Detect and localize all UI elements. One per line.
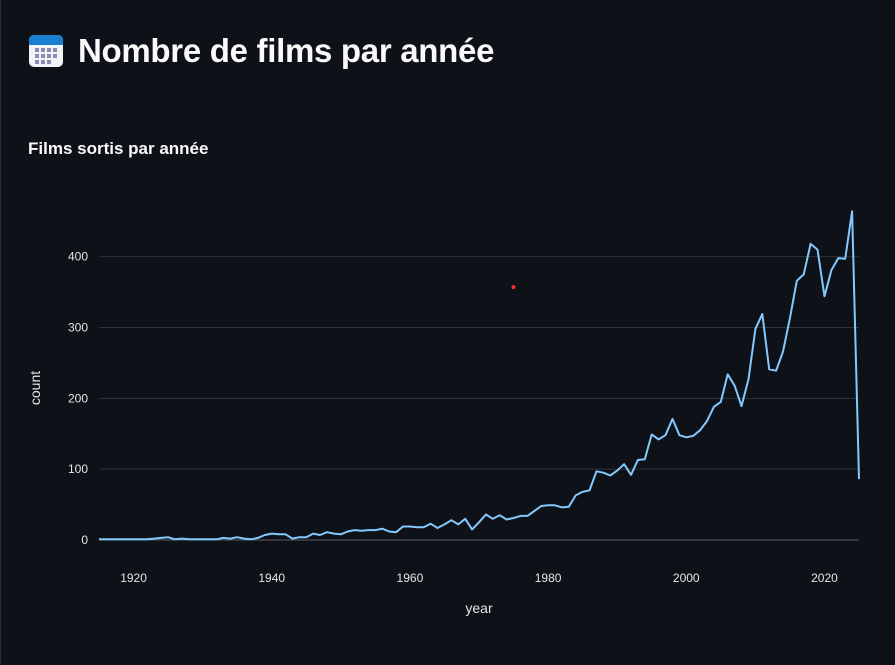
y-tick-label: 0 [81,533,88,547]
x-tick-label: 1920 [120,571,147,585]
x-axis-label: year [465,600,493,616]
y-axis-label: count [27,371,43,405]
annotation-dot [511,285,516,290]
grid-lines [99,256,859,541]
page-header: Nombre de films par année [28,32,494,70]
y-tick-label: 300 [68,321,88,335]
y-tick-label: 400 [68,250,88,264]
chart-title: Films sortis par année [28,139,209,158]
x-axis: 1920 1940 1960 1980 2000 2020 [120,571,838,585]
y-tick-label: 100 [68,462,88,476]
x-tick-label: 2000 [673,571,700,585]
x-tick-label: 1980 [535,571,562,585]
left-border [0,0,1,665]
page-title: Nombre de films par année [78,32,495,69]
y-tick-label: 200 [68,391,88,405]
calendar-icon [28,34,64,67]
x-tick-label: 1960 [397,571,424,585]
series-line [99,210,860,541]
x-tick-label: 1940 [258,571,285,585]
x-tick-label: 2020 [811,571,838,585]
y-axis: 0 100 200 300 400 [68,250,88,547]
